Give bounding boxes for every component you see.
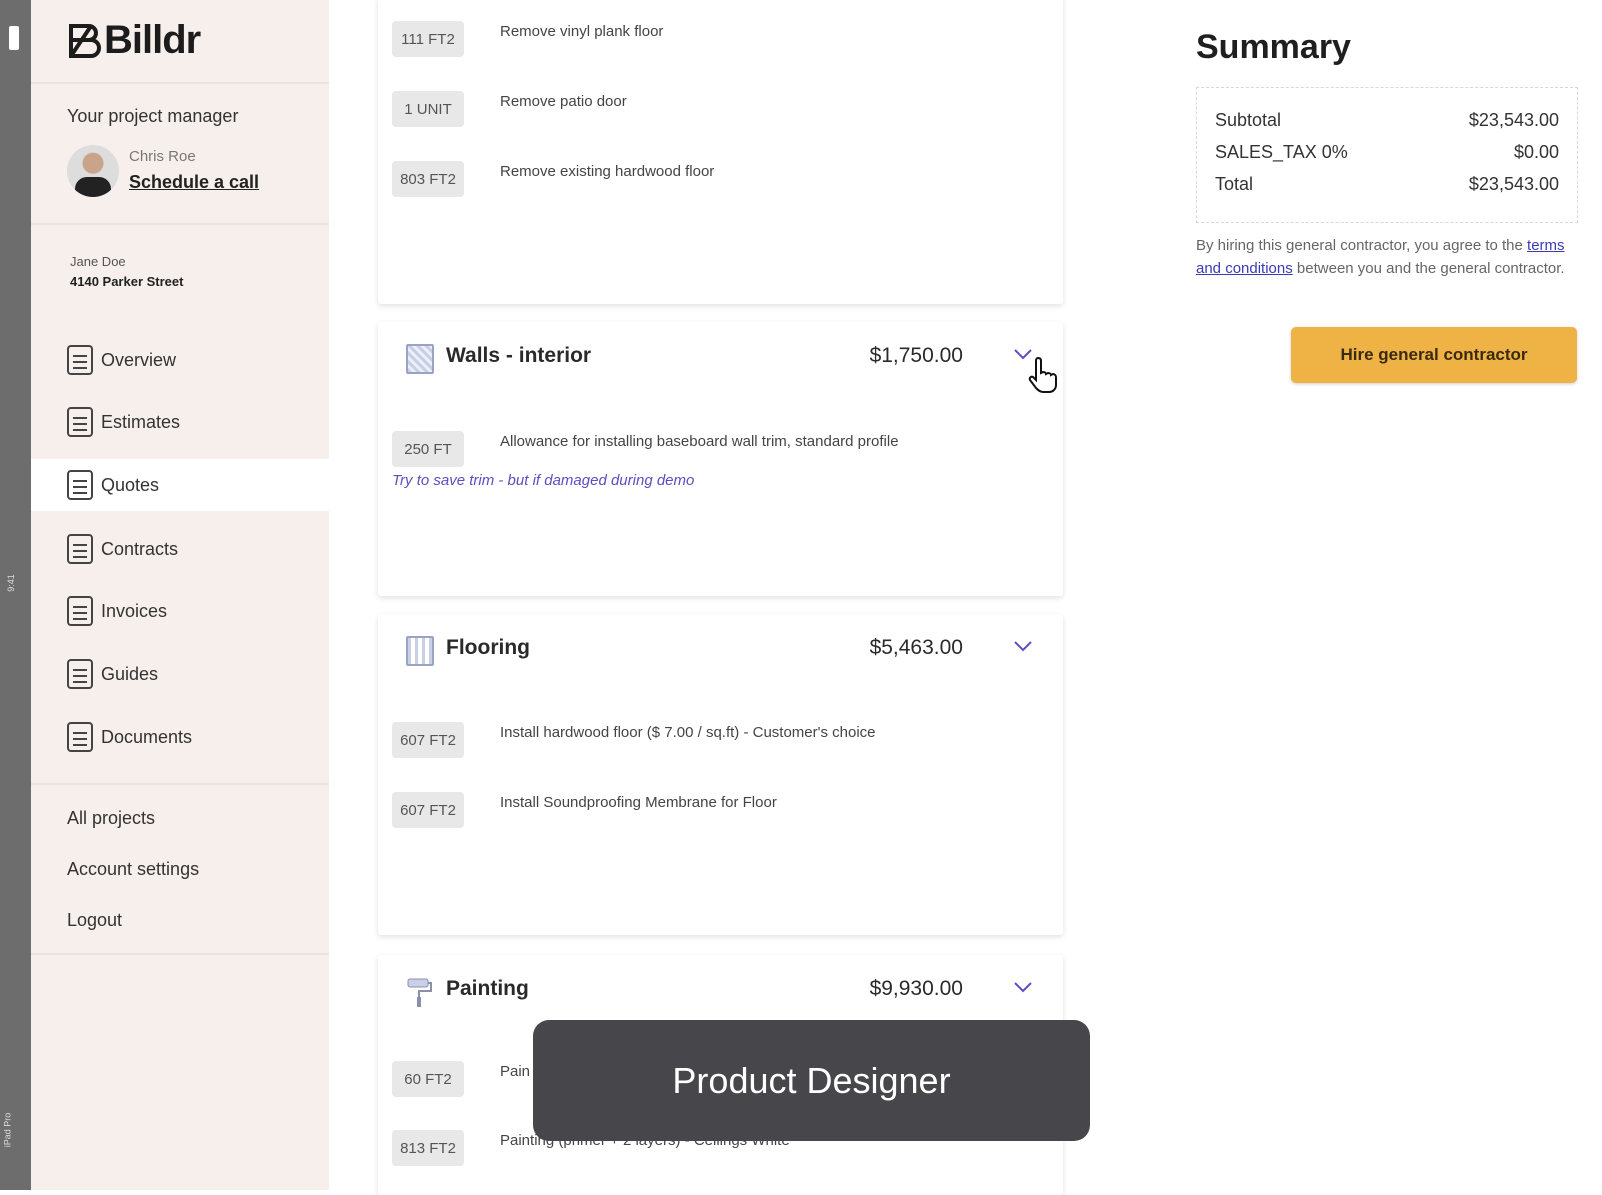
quantity-badge: 111 FT2 — [392, 21, 464, 57]
hire-contractor-button[interactable]: Hire general contractor — [1291, 327, 1577, 383]
nav-label: Overview — [101, 349, 177, 370]
overview-icon — [67, 345, 93, 375]
terms-link[interactable]: terms and conditions — [1196, 237, 1565, 277]
item-description: Install hardwood floor ($ 7.00 / sq.ft) … — [500, 724, 876, 741]
quantity-badge: 813 FT2 — [392, 1130, 464, 1166]
nav-label: Documents — [101, 726, 193, 747]
nav-label: Contracts — [101, 538, 179, 559]
device-time: 9:41 — [5, 574, 16, 592]
item-description: Remove patio door — [500, 93, 627, 110]
item-description: Allowance for installing baseboard wall … — [500, 433, 899, 450]
upload-document-icon — [67, 722, 93, 752]
divider — [31, 223, 329, 225]
nav-label: Invoices — [101, 600, 168, 621]
summary-title: Summary — [1196, 28, 1351, 66]
quantity-badge: 250 FT — [392, 431, 464, 467]
flooring-icon — [406, 636, 434, 666]
account-settings-link[interactable]: Account settings — [67, 859, 200, 879]
document-icon — [67, 596, 93, 626]
hand-cursor-icon — [1028, 356, 1057, 393]
device-frame-bar: 9:41 iPad Pro — [0, 0, 31, 1190]
document-icon — [67, 470, 93, 500]
billdr-logo[interactable]: Billdr — [68, 18, 201, 63]
nav-documents[interactable]: Documents — [31, 711, 329, 763]
wall-icon — [406, 344, 434, 374]
nav-label: Guides — [101, 663, 159, 684]
terms-prefix: By hiring this general contractor, you a… — [1196, 237, 1528, 254]
section-title: Painting — [446, 977, 529, 1000]
sales-tax-row: SALES_TAX 0% $0.00 — [1215, 142, 1559, 163]
nav-overview[interactable]: Overview — [31, 334, 329, 386]
row-label: SALES_TAX 0% — [1215, 142, 1348, 162]
nav-label: Quotes — [101, 474, 160, 495]
divider — [31, 953, 329, 955]
terms-text: By hiring this general contractor, you a… — [1196, 234, 1586, 280]
clipboard-icon — [67, 407, 93, 437]
status-indicator — [9, 26, 19, 50]
quantity-badge: 607 FT2 — [392, 792, 464, 828]
nav-invoices[interactable]: Invoices — [31, 585, 329, 637]
device-label: iPad Pro — [2, 1112, 13, 1148]
pm-name: Chris Roe — [129, 148, 196, 165]
pm-heading: Your project manager — [67, 106, 239, 126]
section-title: Flooring — [446, 636, 530, 659]
summary-totals: Subtotal $23,543.00 SALES_TAX 0% $0.00 Tot… — [1196, 87, 1578, 223]
client-name: Jane Doe — [70, 254, 126, 269]
terms-suffix: between you and the general contractor. — [1292, 260, 1565, 277]
video-caption-overlay: Product Designer — [533, 1020, 1090, 1141]
billdr-logo-icon — [69, 23, 101, 58]
client-address: 4140 Parker Street — [70, 274, 184, 289]
row-value: $23,543.00 — [1468, 174, 1559, 194]
subtotal-row: Subtotal $23,543.00 — [1215, 110, 1559, 131]
divider — [31, 783, 329, 785]
item-description: Install Soundproofing Membrane for Floor — [500, 794, 777, 811]
nav-quotes[interactable]: Quotes — [31, 459, 329, 511]
pm-avatar — [67, 145, 119, 197]
quote-section-walls-interior: Walls - interior $1,750.00 250 FT Allowa… — [378, 322, 1063, 596]
paint-roller-icon — [407, 978, 432, 1007]
total-row: Total $23,543.00 — [1215, 174, 1559, 195]
quantity-badge: 803 FT2 — [392, 161, 464, 197]
nav-label: Estimates — [101, 411, 181, 432]
quantity-badge: 1 UNIT — [392, 91, 464, 127]
logout-link[interactable]: Logout — [67, 910, 123, 930]
chevron-down-icon[interactable] — [1011, 634, 1035, 658]
row-label: Total — [1215, 174, 1254, 194]
item-description: Remove vinyl plank floor — [500, 23, 664, 40]
row-value: $0.00 — [1513, 142, 1559, 162]
nav-estimates[interactable]: Estimates — [31, 396, 329, 448]
schedule-call-link[interactable]: Schedule a call — [129, 172, 260, 192]
nav-guides[interactable]: Guides — [31, 648, 329, 700]
all-projects-link[interactable]: All projects — [67, 808, 156, 828]
divider — [31, 82, 329, 84]
section-price: $9,930.00 — [869, 977, 963, 1000]
quantity-badge: 60 FT2 — [392, 1061, 464, 1097]
item-note: Try to save trim - but if damaged during… — [392, 472, 695, 489]
row-value: $23,543.00 — [1468, 110, 1559, 130]
quote-section-demolition: 111 FT2 Remove vinyl plank floor 1 UNIT … — [378, 0, 1063, 304]
section-price: $1,750.00 — [869, 344, 963, 367]
document-icon — [67, 534, 93, 564]
sidebar: Billdr Your project manager Chris Roe Sc… — [31, 0, 329, 1190]
item-description: Pain — [500, 1063, 531, 1080]
guide-icon — [67, 659, 93, 689]
row-label: Subtotal — [1215, 110, 1282, 130]
chevron-down-icon[interactable] — [1011, 342, 1035, 366]
section-title: Walls - interior — [446, 344, 592, 367]
item-description: Remove existing hardwood floor — [500, 163, 715, 180]
chevron-down-icon[interactable] — [1011, 975, 1035, 999]
section-price: $5,463.00 — [869, 636, 963, 659]
quote-section-flooring: Flooring $5,463.00 607 FT2 Install hardw… — [378, 614, 1063, 935]
nav-contracts[interactable]: Contracts — [31, 523, 329, 575]
quantity-badge: 607 FT2 — [392, 722, 464, 758]
brand-name: Billdr — [104, 18, 201, 62]
